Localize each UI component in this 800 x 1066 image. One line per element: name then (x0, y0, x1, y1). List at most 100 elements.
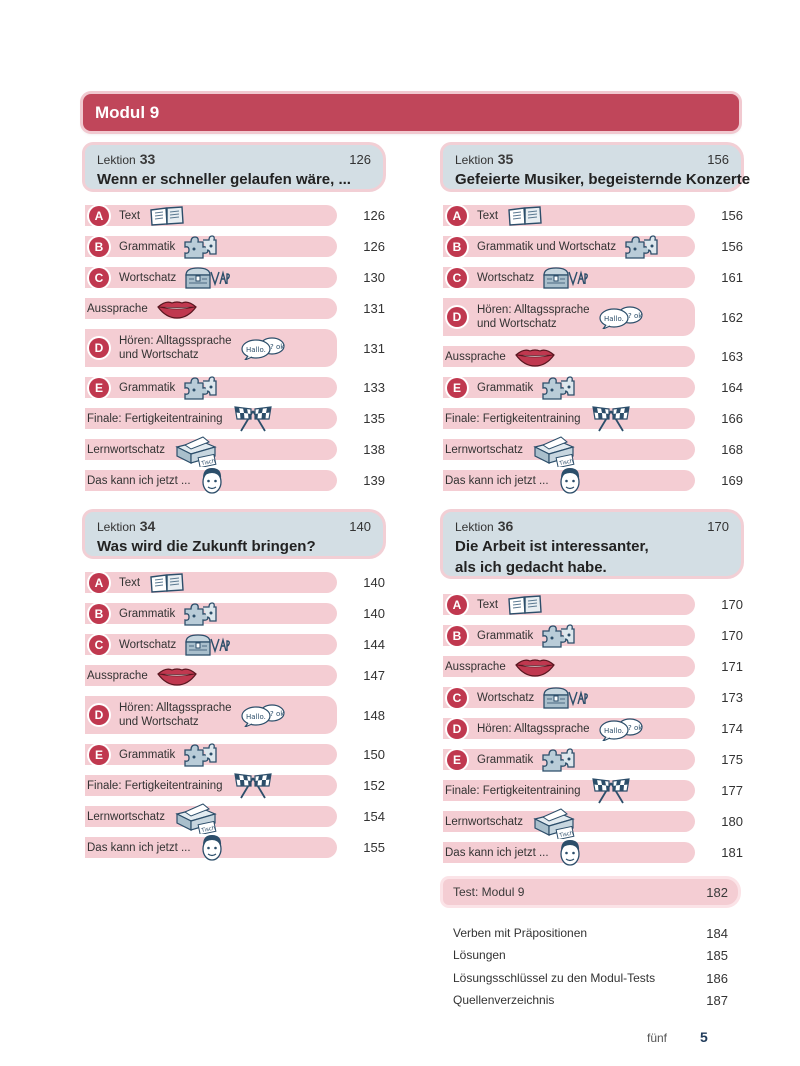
svg-text:Tisch: Tisch (200, 458, 217, 467)
row-label-group: Lernwortschatz (443, 443, 523, 457)
row-label: Lernwortschatz (445, 443, 523, 456)
lesson-title: Gefeierte Musiker, begeisternde Konzerte (455, 171, 751, 188)
row-label-group: Wortschatz (477, 691, 534, 705)
row-label: Lernwortschatz (87, 810, 165, 823)
toc-row[interactable]: E Grammatik 150 (85, 742, 385, 767)
row-page: 164 (721, 380, 743, 395)
row-label-group: Grammatik und Wortschatz (477, 240, 616, 254)
puzzle-icon (183, 375, 217, 401)
row-label-group: Grammatik (119, 748, 175, 762)
lips-icon (514, 346, 556, 368)
lesson-header-top: Lektion 36 170 (455, 518, 729, 536)
puzzle-icon (541, 747, 575, 773)
row-label: Grammatik (119, 381, 176, 394)
lesson-header[interactable]: Lektion 36 170 Die Arbeit ist interessant… (443, 512, 741, 576)
toc-row[interactable]: Finale: Fertigkeitentraining 152 (85, 772, 385, 798)
section-letter-badge: A (447, 594, 467, 615)
toc-row[interactable]: Lernwortschatz Tisch 168 (443, 435, 743, 467)
treasure-chest-icon (184, 632, 231, 658)
toc-row[interactable]: Aussprache 147 (85, 665, 385, 686)
toc-row[interactable]: Aussprache 171 (443, 656, 743, 678)
test-modul-entry[interactable]: Test: Modul 9 182 (443, 879, 738, 905)
row-label: Das kann ich jetzt ... (87, 841, 191, 854)
toc-row[interactable]: E Grammatik 133 (85, 375, 385, 401)
toc-row[interactable]: Lernwortschatz Tisch 180 (443, 807, 743, 839)
toc-row[interactable]: C Wortschatz 130 (85, 266, 385, 289)
toc-row[interactable]: B Grammatik 140 (85, 601, 385, 626)
lesson-35-column: Lektion 35 156 Gefeierte Musiker, begeist… (443, 145, 751, 494)
toc-row[interactable]: C Wortschatz 173 (443, 686, 743, 709)
toc-row[interactable]: E Grammatik 164 (443, 375, 743, 401)
row-page: 175 (721, 752, 743, 767)
toc-row[interactable]: A Text 140 (85, 572, 385, 593)
row-label-group: Hören: Alltagssprache (477, 722, 590, 736)
toc-row[interactable]: Lernwortschatz Tisch 154 (85, 802, 385, 834)
lesson-header[interactable]: Lektion 33 126 Wenn er schneller gelaufen… (85, 145, 383, 189)
row-label-group: Finale: Fertigkeitentraining (85, 779, 223, 793)
section-letter-badge: B (447, 625, 467, 646)
row-label-group: Finale: Fertigkeitentraining (85, 412, 223, 426)
row-label-group: Wortschatz (477, 271, 534, 285)
lesson-header[interactable]: Lektion 35 156 Gefeierte Musiker, begeist… (443, 145, 751, 189)
modul-title-bar: Modul 9 (83, 94, 739, 131)
speech-bubble-icon: ? ok Hallo. (240, 703, 286, 727)
toc-row[interactable]: C Wortschatz 161 (443, 266, 743, 289)
toc-row[interactable]: Das kann ich jetzt ... 181 (443, 839, 743, 866)
row-label: Wortschatz (477, 271, 535, 284)
appendix-item[interactable]: Lösungen 185 (453, 948, 728, 963)
toc-row[interactable]: B Grammatik 126 (85, 234, 385, 259)
row-page: 174 (721, 721, 743, 736)
lips-icon (514, 656, 556, 678)
appendix-item[interactable]: Verben mit Präpositionen 184 (453, 926, 728, 941)
lesson-header[interactable]: Lektion 34 140 Was wird die Zukunft bring… (85, 512, 383, 556)
row-label-group: Text (119, 576, 140, 590)
lesson-title: Die Arbeit ist interessanter, (455, 538, 649, 555)
toc-row[interactable]: D Hören: Alltagssprache und Wortschatz ? ok… (85, 329, 385, 367)
section-letter-badge: B (89, 236, 109, 257)
svg-text:Tisch: Tisch (200, 825, 217, 834)
lesson-page: 170 (707, 519, 729, 534)
toc-row[interactable]: D Hören: Alltagssprache und Wortschatz ? ok… (85, 696, 385, 734)
toc-row[interactable]: Finale: Fertigkeitentraining 135 (85, 405, 385, 431)
toc-row[interactable]: D Hören: Alltagssprache ? ok Hallo. 174 (443, 717, 743, 741)
toc-row[interactable]: A Text 170 (443, 594, 743, 615)
row-label: Hören: Alltagssprache (119, 702, 232, 714)
section-letter-badge: C (447, 267, 467, 288)
row-label-group: Grammatik (477, 381, 533, 395)
puzzle-icon (541, 375, 575, 401)
appendix-page: 187 (706, 993, 728, 1008)
row-page: 162 (721, 309, 743, 325)
row-label-group: Aussprache (443, 660, 506, 674)
toc-row[interactable]: Finale: Fertigkeitentraining 166 (443, 405, 743, 431)
row-label: Finale: Fertigkeitentraining (445, 784, 581, 797)
appendix-label: Lösungen (453, 948, 506, 962)
toc-row[interactable]: D Hören: Alltagssprache und Wortschatz ? ok… (443, 298, 743, 336)
section-letter-badge: A (89, 572, 109, 593)
toc-row[interactable]: Das kann ich jetzt ... 169 (443, 467, 743, 494)
toc-row[interactable]: B Grammatik 170 (443, 623, 743, 648)
toc-row[interactable]: A Text 156 (443, 205, 743, 226)
footer-page-word: fünf (647, 1031, 668, 1045)
lesson-label-group: Lektion 36 (455, 518, 513, 536)
section-letter-badge: E (89, 377, 109, 398)
toc-row[interactable]: Aussprache 163 (443, 346, 743, 368)
row-page: 135 (363, 411, 385, 426)
appendix-item[interactable]: Lösungsschlüssel zu den Modul-Tests 186 (453, 971, 728, 986)
lesson-page: 156 (707, 152, 729, 167)
row-label-group: Das kann ich jetzt ... (85, 474, 191, 488)
toc-row[interactable]: Finale: Fertigkeitentraining 177 (443, 777, 743, 803)
toc-row[interactable]: Lernwortschatz Tisch 138 (85, 435, 385, 467)
toc-row[interactable]: A Text 126 (85, 205, 385, 226)
row-label-group: Finale: Fertigkeitentraining (443, 412, 581, 426)
lesson-33-column: Lektion 33 126 Wenn er schneller gelaufen… (85, 145, 385, 494)
lesson-label: Lektion (455, 520, 494, 534)
toc-row[interactable]: E Grammatik 175 (443, 747, 743, 773)
toc-row[interactable]: B Grammatik und Wortschatz 156 (443, 234, 743, 259)
toc-row[interactable]: Das kann ich jetzt ... 155 (85, 834, 385, 861)
toc-row[interactable]: C Wortschatz 144 (85, 632, 385, 658)
svg-text:? ok: ? ok (628, 724, 643, 732)
toc-row[interactable]: Das kann ich jetzt ... 139 (85, 467, 385, 494)
row-label: Hören: Alltagssprache (119, 335, 232, 347)
toc-row[interactable]: Aussprache 131 (85, 298, 385, 319)
appendix-item[interactable]: Quellenverzeichnis 187 (453, 993, 728, 1008)
